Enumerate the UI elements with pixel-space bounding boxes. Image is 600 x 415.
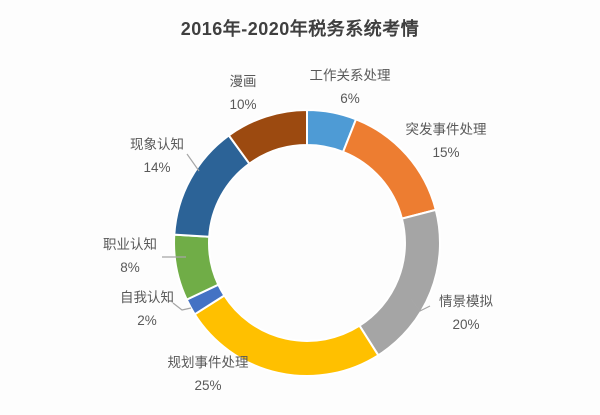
slice-label-work-relationship-handling: 工作关系处理 6% [310, 64, 391, 110]
slice-percent-text: 25% [194, 378, 222, 393]
slice-label-scenario-simulation: 情景模拟 20% [439, 290, 493, 336]
slice-label-text: 职业认知 [103, 237, 157, 252]
slice-label-planned-event-handling: 规划事件处理 25% [168, 351, 249, 397]
slice-label-text: 工作关系处理 [309, 68, 391, 83]
donut-slice-scenario-simulation [358, 208, 441, 357]
donut-slice-phenomenon-cognition [173, 134, 251, 238]
slice-label-text: 情景模拟 [439, 294, 493, 309]
slice-label-text: 突发事件处理 [405, 122, 487, 137]
slice-label-career-cognition: 职业认知 8% [103, 233, 157, 279]
slice-percent-text: 8% [120, 260, 140, 275]
leader-line-phenomenon-cognition [186, 153, 200, 172]
slice-label-emergency-event-handling: 突发事件处理 15% [406, 118, 487, 164]
donut-slice-comic [227, 109, 308, 165]
slice-label-text: 现象认知 [130, 137, 184, 152]
slice-label-phenomenon-cognition: 现象认知 14% [130, 133, 184, 179]
slice-label-comic: 漫画 10% [229, 70, 256, 116]
slice-percent-text: 20% [452, 317, 480, 332]
slice-percent-text: 15% [432, 145, 460, 160]
slice-label-self-cognition: 自我认知 2% [120, 286, 174, 332]
slice-percent-text: 6% [340, 91, 360, 106]
slice-percent-text: 10% [229, 97, 257, 112]
chart-title: 2016年-2020年税务系统考情 [180, 19, 420, 39]
slice-label-text: 规划事件处理 [167, 355, 249, 370]
slice-percent-text: 2% [137, 313, 157, 328]
leader-line-scenario-simulation [410, 298, 431, 312]
slice-label-text: 自我认知 [120, 290, 174, 305]
slice-label-text: 漫画 [229, 74, 257, 89]
slice-percent-text: 14% [143, 160, 171, 175]
leader-line-self-cognition [172, 302, 192, 311]
